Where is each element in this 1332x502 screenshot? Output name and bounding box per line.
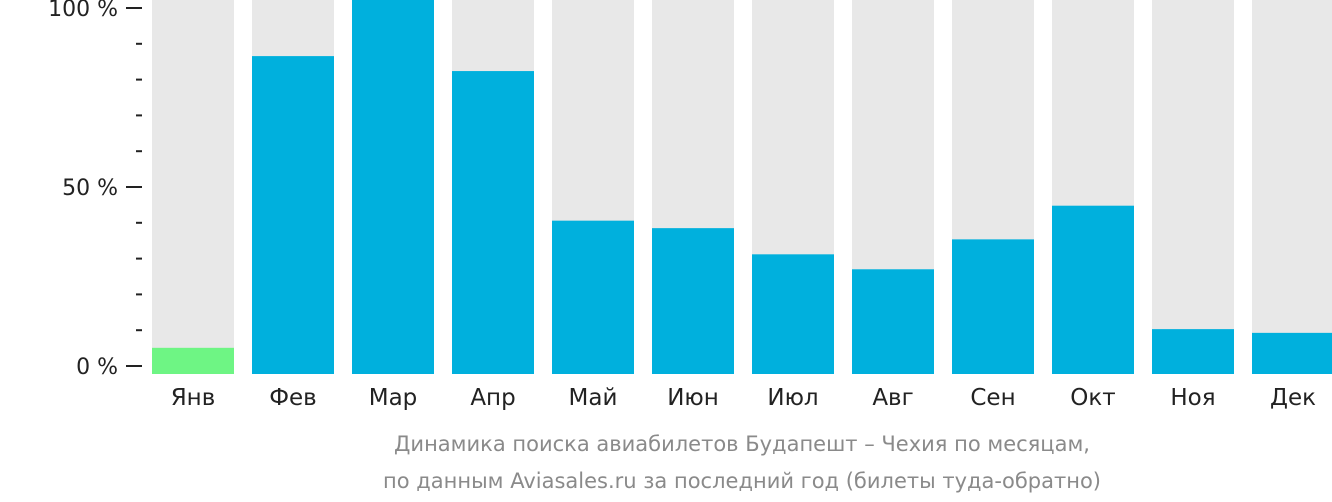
x-tick-label: Июл (767, 385, 818, 411)
bar-Июл (752, 254, 834, 374)
bar-Фев (252, 56, 334, 374)
x-tick-label: Сен (970, 385, 1015, 411)
bar-Май (552, 220, 634, 374)
bar-track (152, 0, 234, 374)
bar-Июн (652, 228, 734, 374)
x-tick-label: Ноя (1170, 385, 1215, 411)
x-tick-label: Фев (269, 385, 317, 411)
bar-Ноя (1152, 329, 1234, 374)
y-tick-label: 50 % (62, 176, 118, 201)
caption-line-2: по данным Aviasales.ru за последний год … (383, 469, 1101, 493)
x-tick-label: Апр (470, 385, 515, 411)
bar-track (1152, 0, 1234, 374)
bar-Окт (1052, 205, 1134, 374)
bar-Янв (152, 347, 234, 374)
x-tick-label: Дек (1270, 385, 1316, 411)
x-tick-label: Июн (667, 385, 719, 411)
x-tick-label: Окт (1070, 385, 1115, 411)
bar-Апр (452, 71, 534, 374)
y-tick-label: 100 % (48, 0, 118, 22)
caption-line-1: Динамика поиска авиабилетов Будапешт – Ч… (394, 432, 1090, 456)
y-axis: 0 % 50 % 100 % (48, 0, 142, 380)
x-tick-label: Янв (171, 385, 216, 411)
bar-Авг (852, 269, 934, 374)
bar-Мар (352, 0, 434, 374)
x-tick-label: Май (569, 385, 618, 411)
x-tick-label: Авг (872, 385, 913, 411)
bar-Сен (952, 239, 1034, 374)
bar-Дек (1252, 332, 1332, 374)
bars-group (152, 0, 1332, 374)
bar-track (1252, 0, 1332, 374)
x-tick-label: Мар (369, 385, 418, 411)
x-axis-labels: Янв Фев Мар Апр Май Июн Июл Авг Сен Окт Ноя Дек (171, 385, 1316, 411)
y-tick-label: 0 % (76, 355, 118, 380)
